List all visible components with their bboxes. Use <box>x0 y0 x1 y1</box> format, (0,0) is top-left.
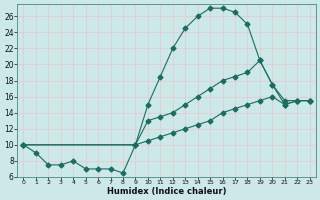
X-axis label: Humidex (Indice chaleur): Humidex (Indice chaleur) <box>107 187 226 196</box>
